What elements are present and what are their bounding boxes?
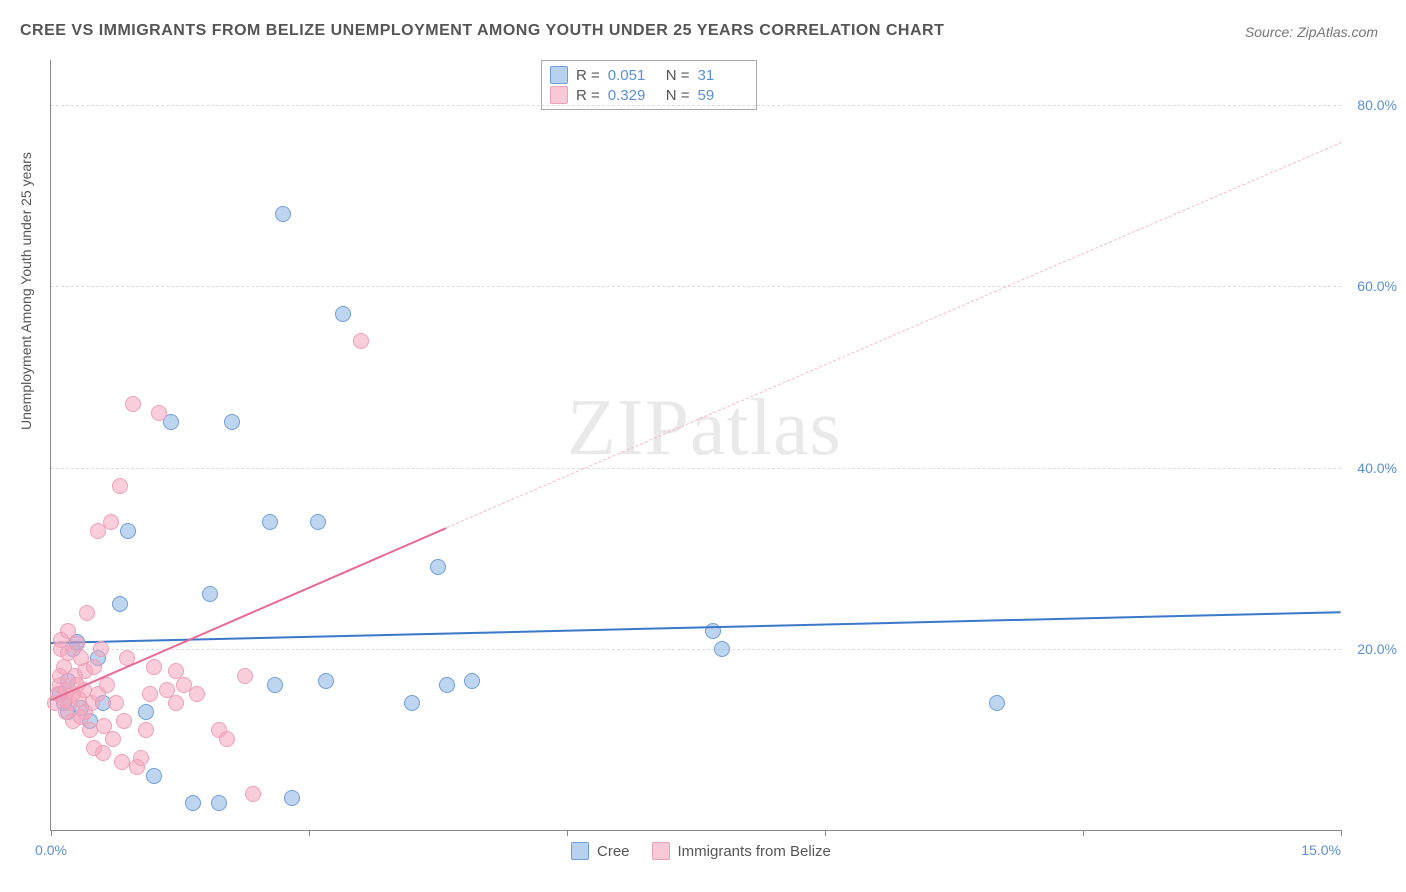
scatter-point bbox=[714, 641, 730, 657]
corr-n-value: 31 bbox=[698, 67, 748, 84]
corr-n-value: 59 bbox=[698, 87, 748, 104]
y-axis-label: Unemployment Among Youth under 25 years bbox=[18, 152, 34, 430]
x-tick bbox=[1341, 830, 1342, 836]
scatter-point bbox=[262, 514, 278, 530]
gridline bbox=[51, 105, 1341, 106]
scatter-point bbox=[989, 695, 1005, 711]
scatter-point bbox=[404, 695, 420, 711]
scatter-point bbox=[202, 586, 218, 602]
scatter-point bbox=[267, 677, 283, 693]
scatter-point bbox=[219, 731, 235, 747]
y-tick-label: 20.0% bbox=[1357, 641, 1397, 657]
x-tick bbox=[309, 830, 310, 836]
y-tick-label: 80.0% bbox=[1357, 97, 1397, 113]
scatter-point bbox=[211, 795, 227, 811]
scatter-point bbox=[125, 396, 141, 412]
correlation-row: R = 0.329 N = 59 bbox=[550, 85, 748, 105]
x-tick bbox=[1083, 830, 1084, 836]
scatter-point bbox=[318, 673, 334, 689]
legend-swatch bbox=[550, 86, 568, 104]
scatter-point bbox=[86, 659, 102, 675]
series-legend: Cree Immigrants from Belize bbox=[571, 842, 831, 860]
scatter-point bbox=[464, 673, 480, 689]
corr-r-value: 0.329 bbox=[608, 87, 658, 104]
legend-label: Immigrants from Belize bbox=[678, 843, 831, 860]
chart-title: CREE VS IMMIGRANTS FROM BELIZE UNEMPLOYM… bbox=[20, 22, 944, 40]
corr-n-label: N = bbox=[666, 67, 690, 84]
scatter-point bbox=[120, 523, 136, 539]
scatter-point bbox=[116, 713, 132, 729]
scatter-point bbox=[112, 478, 128, 494]
scatter-point bbox=[93, 641, 109, 657]
legend-swatch bbox=[550, 66, 568, 84]
x-tick-label: 0.0% bbox=[35, 842, 67, 858]
scatter-point bbox=[163, 414, 179, 430]
legend-item: Cree bbox=[571, 842, 630, 860]
scatter-point bbox=[237, 668, 253, 684]
scatter-point bbox=[151, 405, 167, 421]
scatter-point bbox=[146, 768, 162, 784]
y-tick-label: 60.0% bbox=[1357, 278, 1397, 294]
legend-item: Immigrants from Belize bbox=[652, 842, 831, 860]
scatter-point bbox=[439, 677, 455, 693]
scatter-point bbox=[103, 514, 119, 530]
scatter-point bbox=[138, 722, 154, 738]
corr-r-label: R = bbox=[576, 67, 600, 84]
x-tick-label: 15.0% bbox=[1301, 842, 1341, 858]
legend-swatch bbox=[652, 842, 670, 860]
gridline bbox=[51, 286, 1341, 287]
corr-n-label: N = bbox=[666, 87, 690, 104]
scatter-point bbox=[138, 704, 154, 720]
scatter-point bbox=[224, 414, 240, 430]
scatter-point bbox=[430, 559, 446, 575]
scatter-point bbox=[133, 750, 149, 766]
scatter-point bbox=[82, 722, 98, 738]
scatter-point bbox=[185, 795, 201, 811]
scatter-plot-area: ZIPatlas R =0.051N =31R =0.329N =59 Cree… bbox=[50, 60, 1341, 831]
gridline bbox=[51, 649, 1341, 650]
scatter-point bbox=[245, 786, 261, 802]
scatter-point bbox=[275, 206, 291, 222]
scatter-point bbox=[108, 695, 124, 711]
legend-label: Cree bbox=[597, 843, 630, 860]
scatter-point bbox=[142, 686, 158, 702]
scatter-point bbox=[189, 686, 205, 702]
scatter-point bbox=[95, 745, 111, 761]
scatter-point bbox=[310, 514, 326, 530]
corr-r-value: 0.051 bbox=[608, 67, 658, 84]
watermark-zip: ZIP bbox=[567, 384, 690, 472]
scatter-point bbox=[112, 596, 128, 612]
scatter-point bbox=[114, 754, 130, 770]
scatter-point bbox=[168, 695, 184, 711]
watermark: ZIPatlas bbox=[567, 383, 842, 474]
scatter-point bbox=[335, 306, 351, 322]
gridline bbox=[51, 468, 1341, 469]
trendline bbox=[446, 142, 1341, 528]
correlation-legend: R = 0.051 N = 31 R = 0.329 N = 59 bbox=[541, 60, 757, 110]
correlation-row: R = 0.051 N = 31 bbox=[550, 65, 748, 85]
source-attribution: Source: ZipAtlas.com bbox=[1245, 24, 1378, 40]
x-tick bbox=[567, 830, 568, 836]
scatter-point bbox=[146, 659, 162, 675]
corr-r-label: R = bbox=[576, 87, 600, 104]
scatter-point bbox=[79, 605, 95, 621]
x-tick bbox=[51, 830, 52, 836]
watermark-atlas: atlas bbox=[690, 384, 842, 472]
legend-swatch bbox=[571, 842, 589, 860]
scatter-point bbox=[105, 731, 121, 747]
scatter-point bbox=[284, 790, 300, 806]
scatter-point bbox=[353, 333, 369, 349]
y-tick-label: 40.0% bbox=[1357, 460, 1397, 476]
scatter-point bbox=[99, 677, 115, 693]
x-tick bbox=[825, 830, 826, 836]
